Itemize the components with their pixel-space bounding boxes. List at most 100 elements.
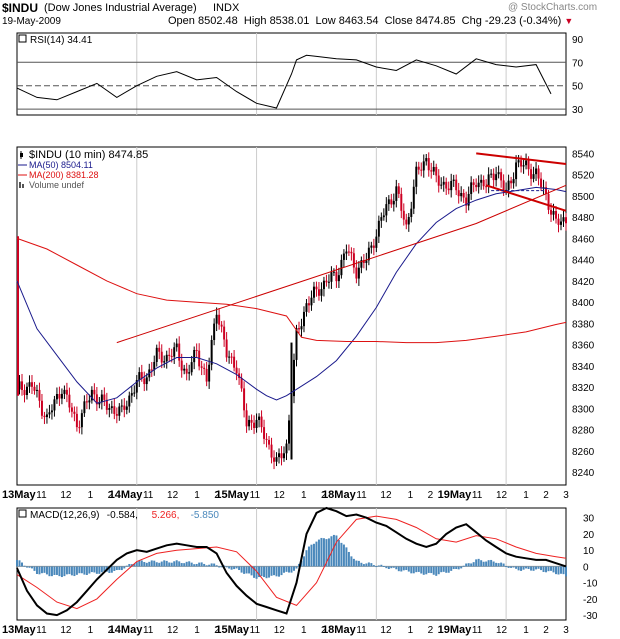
macd-histogram-bar [315,541,318,567]
price-bar-body [133,392,136,394]
macd-histogram-bar [367,562,370,567]
macd-histogram-bar [183,563,186,567]
price-bar-body [402,210,405,220]
price-bar-body [163,361,166,363]
macd-tick-label: 0 [583,562,589,573]
macd-histogram-bar [160,561,163,567]
macd-histogram-bar [540,566,543,571]
price-bar-body [455,179,458,191]
macd-histogram-bar [240,566,243,573]
macd-histogram-bar [347,551,350,567]
x-axis-tick-mid: 12 [167,490,179,501]
price-tick-label: 8420 [572,277,595,288]
macd-tick-label: -20 [583,595,598,606]
price-bar-body [332,271,335,273]
macd-histogram-bar [502,563,505,567]
macd-histogram-bar [260,566,263,577]
price-bar-body [395,186,398,201]
price-bar-body [405,219,408,225]
ma50-line [16,186,567,404]
price-bar-body [185,368,188,374]
price-tick-label: 8440 [572,256,595,267]
rsi-tick-label: 90 [572,35,584,46]
price-bar-body [173,347,176,357]
x-axis-tick-mid: 18May [322,489,357,501]
macd-histogram-bar [25,566,28,568]
macd-histogram-bar [417,566,420,572]
x-axis-tick-mid: 1 [88,490,94,501]
x-axis-tick-bottom: 12 [274,625,286,636]
header-symbol: $INDU [2,1,39,15]
macd-histogram-bar [148,561,151,567]
macd-value: -5.850 [191,510,220,521]
price-bar-body [205,368,208,382]
price-bar-body [422,161,425,171]
macd-histogram-bar [517,566,520,571]
macd-histogram-bar [332,534,335,567]
macd-histogram-bar [485,561,488,567]
price-bar-body [193,349,196,363]
price-tick-label: 8320 [572,383,595,394]
macd-histogram-bar [402,566,405,571]
macd-histogram-bar [280,566,283,576]
chg-value: -29.23 (-0.34%) [484,15,562,27]
price-bar-body [195,349,198,351]
macd-histogram-bar [395,566,398,570]
legend-volume-icon [22,184,24,188]
x-axis-tick-mid: 1 [301,490,307,501]
price-bar-body [105,399,108,410]
price-bar-body [118,406,121,416]
price-bar-body [497,172,500,175]
x-axis-tick-mid: 12 [60,490,72,501]
price-bar-body [382,215,385,218]
price-tick-label: 8400 [572,298,595,309]
price-bar-body [143,378,146,385]
watermark[interactable]: @ StockCharts.com [508,2,598,13]
macd-histogram-bar [63,566,66,577]
macd-histogram-bar [53,566,56,575]
price-bar-body [68,394,71,408]
price-bar-body [475,184,478,188]
macd-histogram-bar [555,566,558,575]
price-bar-body [253,422,256,429]
price-bar-body [175,343,178,348]
price-bar-body [465,197,468,206]
x-axis-tick-bottom: 18May [322,624,357,636]
price-bar-body [440,184,443,186]
macd-tick-label: -30 [583,611,598,622]
price-legend-item: Volume undef [29,180,85,190]
price-bar-body [365,260,368,263]
macd-histogram-bar [145,562,148,567]
macd-histogram-bar [362,564,365,567]
price-bar-body [215,314,218,324]
macd-histogram-bar [88,566,91,574]
x-axis-tick-bottom: 12 [496,625,508,636]
trendline-bottom [485,184,567,212]
price-bar-body [153,361,156,370]
price-bar-body [270,444,273,458]
x-axis-tick-mid: 2 [108,490,114,501]
macd-histogram-bar [185,561,188,567]
x-axis-tick-bottom: 2 [214,625,220,636]
macd-histogram-bar [43,566,46,573]
macd-histogram-bar [18,560,21,567]
price-bar-body [342,253,345,260]
macd-histogram-bar [435,566,438,576]
macd-histogram-bar [312,543,315,567]
macd-histogram-bar [525,566,528,569]
x-axis-tick-bottom: 11 [143,625,154,636]
macd-label: MACD(12,26,9) [30,510,99,521]
x-axis-tick-bottom: 2 [428,625,434,636]
price-bar-body [265,438,268,440]
price-tick-label: 8380 [572,319,595,330]
high-label: High [243,15,267,27]
macd-histogram-bar [462,565,465,567]
price-bar-body [447,188,450,191]
price-bar-body [73,411,76,414]
macd-histogram-bar [545,566,548,573]
price-bar-body [165,354,168,362]
price-bar-body [372,245,375,248]
price-bar-body [452,179,455,181]
price-bar-body [430,170,433,172]
